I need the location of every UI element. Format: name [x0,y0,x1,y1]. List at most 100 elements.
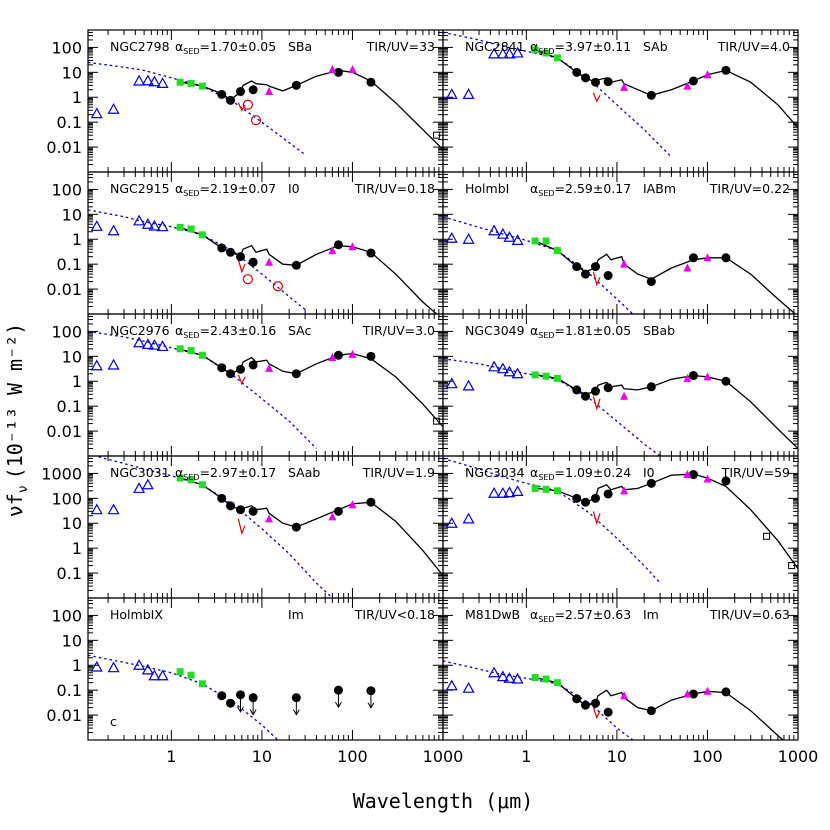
galaxy-name: NGC2798 [110,39,170,54]
uv-optical-point [107,358,120,370]
ir-point [721,376,731,386]
uv-optical-point [462,681,475,693]
x-axis-title: Wavelength (μm) [353,789,534,813]
uv-optical-point [496,670,509,682]
ir-point [291,369,301,379]
uv-optical-point [133,659,146,670]
mips-point [348,64,357,73]
nir-point [553,679,561,687]
uv-optical-point [133,74,146,86]
panel-header: NGC2976 αSED=2.43±0.16 SAc TIR/UV=3.0 [110,323,435,340]
y-tick-label: 1 [72,88,82,107]
mips-point [265,87,274,96]
dust-model-line [178,348,443,428]
plot-area [88,330,443,449]
upper-limit-point [291,693,301,716]
ir-point [721,476,731,486]
dust-model-line [533,373,798,449]
mips-point [620,691,629,700]
ir-point [366,248,376,258]
morph-type: SBa [288,39,312,54]
morph-type: I0 [288,181,300,196]
tick-marks [88,455,444,599]
y-tick-label: 0.01 [46,422,82,441]
y-tick-label: 1 [72,230,82,249]
nir-point [176,345,184,353]
ir-point [291,522,301,532]
sed-panel-holmbi: HolmbI αSED=2.59±0.17 IABm TIR/UV=0.22 [442,171,799,315]
tick-marks [88,29,444,173]
ir-point [235,87,245,97]
ir-point [688,689,698,699]
panel-header: NGC2915 αSED=2.19±0.07 I0 TIR/UV=0.18 [110,181,435,198]
ir-point [366,497,376,507]
galaxy-name: HolmbI [465,181,509,196]
dust-model-line [533,239,797,314]
panel-header: HolmbIX Im TIR/UV<0.18 c [110,607,435,729]
plot-area [443,31,798,158]
y-tick-label: 1 [72,372,82,391]
mips-point [328,512,337,521]
mips-point [620,259,629,268]
ir-point [572,385,582,395]
red-open-point [272,281,283,292]
red-model-segment [592,511,601,526]
uv-optical-point [133,214,146,226]
sed-panel-ngc3031: 1000 100 10 1 0.1 NGC3031 αSED=2.97±0.17 SAab TI… [41,455,444,599]
ir-point [226,369,236,379]
y-tick-label: 0.1 [57,113,82,132]
ir-point [226,698,236,708]
mips-point [683,81,692,90]
ir-point [590,262,600,272]
nir-point [553,374,561,382]
nir-point [198,481,206,489]
ir-point [721,687,731,697]
morph-type: SBab [643,323,675,338]
mips-point [348,500,357,509]
y-tick-label: 10 [62,514,82,533]
nir-point [176,223,184,231]
plot-area [443,216,797,314]
ir-point [572,694,582,704]
uv-optical-point [503,47,516,59]
stellar-model-line [88,209,306,311]
sed-panel-holmbix: 100 10 1 0.1 0.01 1 10 100 1000 HolmbIX Im TIR/UV<0… [46,597,463,766]
ir-point [603,77,613,87]
dust-model-line [533,676,784,740]
y-tick-label: 10 [62,631,82,650]
galaxy-name: NGC3031 [110,465,170,480]
ir-point [581,73,591,83]
y-tick-label: 100 [51,322,82,341]
galaxy-name: M81DwB [465,607,520,622]
tick-marks [443,455,799,599]
ir-point [590,386,600,396]
nir-point [187,476,195,484]
ir-point [581,269,591,279]
ir-point [291,260,301,270]
x-axis-label: Wavelength (μm) [353,789,534,813]
alpha-sed-value: αSED=1.70±0.05 [175,39,276,56]
nir-point [531,484,539,492]
y-tick-label: 0.01 [46,138,82,157]
sed-panel-ngc2841: NGC2841 αSED=3.97±0.11 SAb TIR/UV=4.0 [442,29,799,173]
nir-point [176,78,184,86]
ir-point [688,470,698,480]
stellar-model-line [88,330,317,449]
nir-point [187,79,195,87]
ir-point [226,247,236,257]
sed-panel-ngc3049: NGC3049 αSED=1.81±0.05 SBab [442,313,799,457]
ir-point [235,252,245,262]
uv-optical-point [148,75,161,87]
red-model-segment [237,374,246,386]
mips-point [265,363,274,372]
ir-point [366,77,376,87]
nir-point [176,474,184,482]
nir-point [542,675,550,683]
red-model-segment [237,259,246,274]
ir-point [572,262,582,272]
red-open-point [242,99,253,110]
ir-point [646,277,656,287]
uv-optical-point [133,482,146,494]
ir-point [590,493,600,503]
y-tick-label: 100 [51,606,82,625]
